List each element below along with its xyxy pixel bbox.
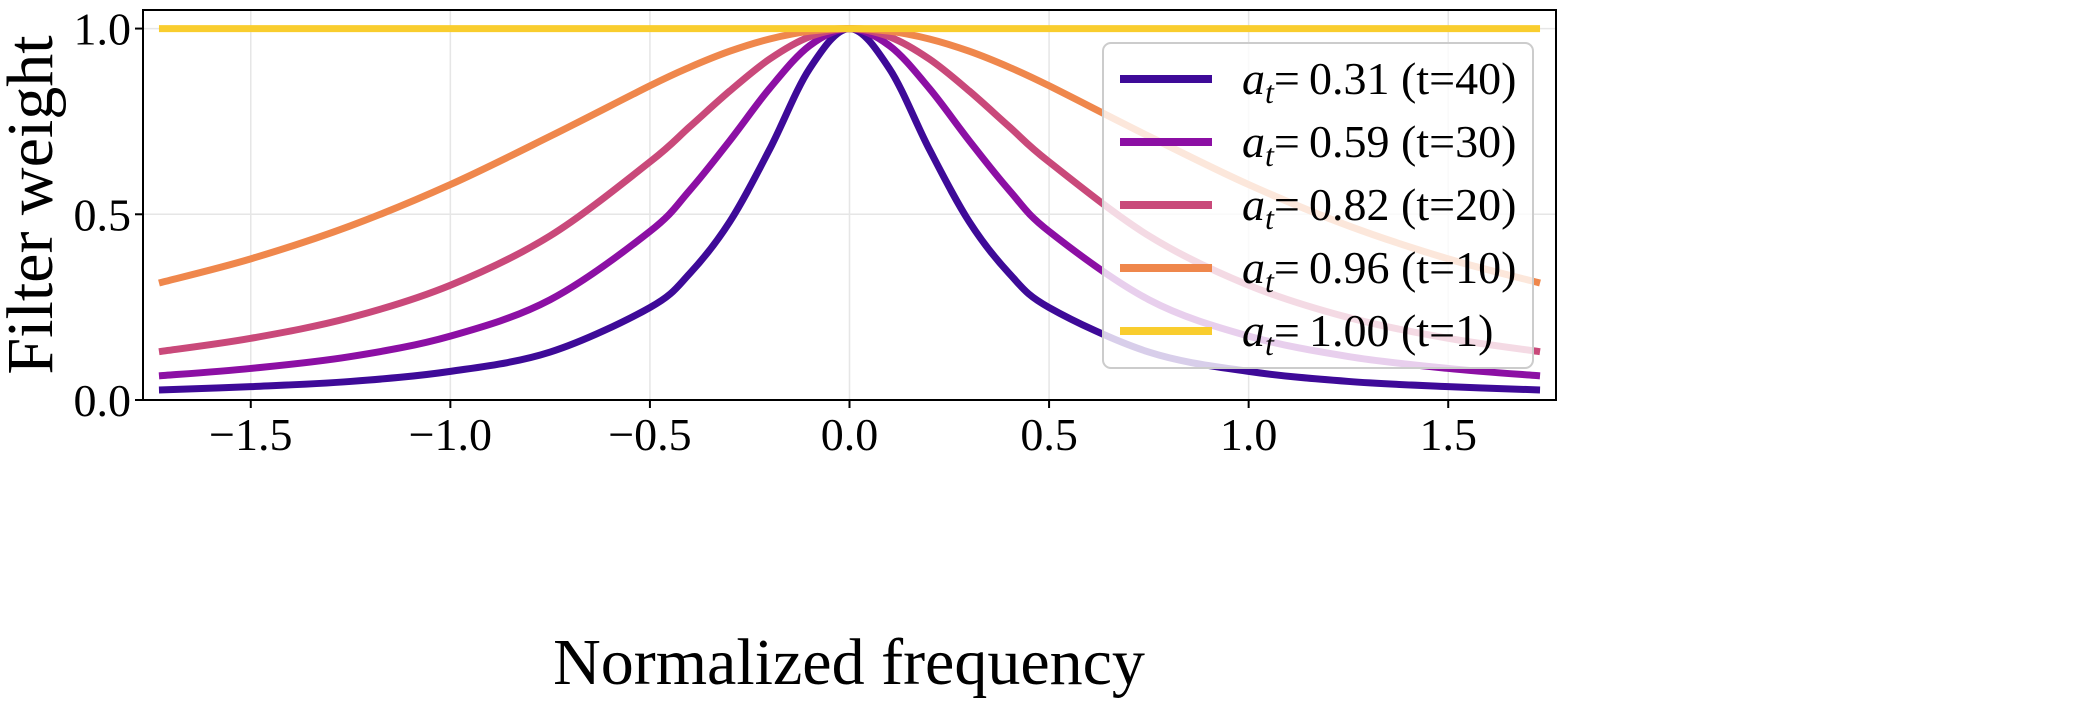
legend-label: at= 0.31 (t=40) (1242, 53, 1516, 110)
x-axis: −1.5 −1.0 −0.5 0.0 0.5 1.0 1.5 (209, 400, 1477, 460)
x-tick-label: 1.5 (1419, 409, 1477, 460)
legend-entry: at= 0.59 (t=30) (1120, 116, 1516, 173)
y-axis: 0.0 0.5 1.0 (74, 4, 143, 426)
x-tick-label: 1.0 (1220, 409, 1278, 460)
legend: at= 0.31 (t=40)at= 0.59 (t=30)at= 0.82 (… (1102, 42, 1534, 369)
legend-label: at= 0.59 (t=30) (1242, 116, 1516, 173)
y-tick-label: 0.5 (74, 189, 132, 240)
legend-symbol: a (1242, 179, 1265, 230)
legend-text: = 0.96 (t=10) (1274, 242, 1517, 293)
legend-label: at= 1.00 (t=1) (1242, 305, 1493, 362)
legend-subscript: t (1265, 200, 1275, 236)
legend-symbol: a (1242, 242, 1265, 293)
legend-entry: at= 0.82 (t=20) (1120, 179, 1516, 236)
x-axis-label: Normalized frequency (553, 626, 1145, 699)
legend-text: = 0.82 (t=20) (1274, 179, 1517, 230)
legend-subscript: t (1265, 263, 1275, 299)
x-tick-label: −1.5 (209, 409, 292, 460)
legend-subscript: t (1265, 137, 1275, 173)
x-tick-label: 0.0 (821, 409, 879, 460)
legend-entry: at= 0.96 (t=10) (1120, 242, 1516, 299)
legend-text: = 0.31 (t=40) (1274, 53, 1517, 104)
legend-label: at= 0.82 (t=20) (1242, 179, 1516, 236)
legend-text: = 1.00 (t=1) (1274, 305, 1494, 356)
legend-label: at= 0.96 (t=10) (1242, 242, 1516, 299)
legend-symbol: a (1242, 53, 1265, 104)
x-tick-label: −0.5 (608, 409, 691, 460)
y-tick-label: 1.0 (74, 4, 132, 55)
legend-box (1102, 42, 1534, 369)
legend-symbol: a (1242, 305, 1265, 356)
legend-text: = 0.59 (t=30) (1274, 116, 1517, 167)
legend-subscript: t (1265, 326, 1275, 362)
y-axis-label: Filter weight (0, 35, 67, 374)
legend-entry: at= 1.00 (t=1) (1120, 305, 1493, 362)
legend-subscript: t (1265, 74, 1275, 110)
x-tick-label: −1.0 (409, 409, 492, 460)
legend-symbol: a (1242, 116, 1265, 167)
legend-entry: at= 0.31 (t=40) (1120, 53, 1516, 110)
y-tick-label: 0.0 (74, 375, 132, 426)
x-tick-label: 0.5 (1020, 409, 1078, 460)
